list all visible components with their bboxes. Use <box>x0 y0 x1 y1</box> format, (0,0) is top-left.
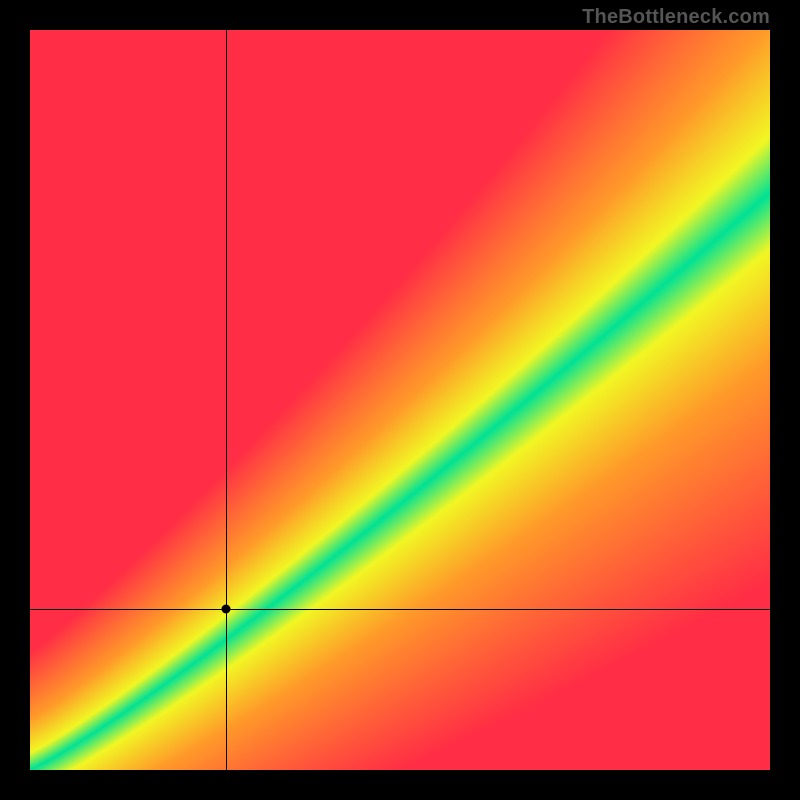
crosshair-horizontal <box>30 609 770 610</box>
crosshair-vertical <box>226 30 227 770</box>
plot-area <box>30 30 770 770</box>
watermark-text: TheBottleneck.com <box>582 6 770 29</box>
heatmap-canvas <box>30 30 770 770</box>
crosshair-dot <box>222 605 231 614</box>
chart-frame: TheBottleneck.com <box>0 0 800 800</box>
